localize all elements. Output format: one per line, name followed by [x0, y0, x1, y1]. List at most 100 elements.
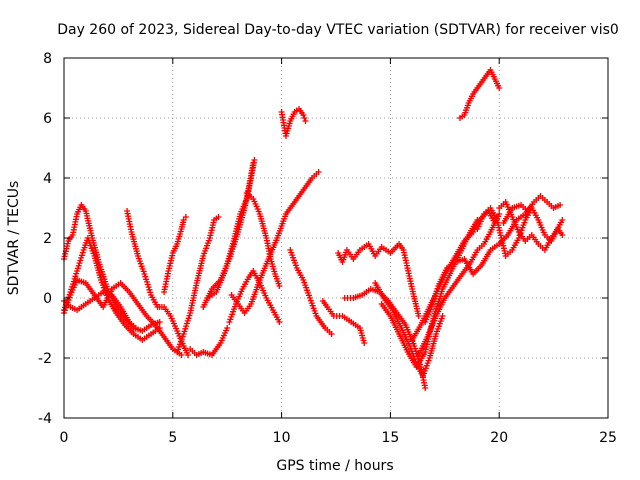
data-point-run — [544, 199, 555, 209]
data-point-run — [248, 279, 262, 307]
data-point-run — [461, 230, 475, 244]
data-point-run — [95, 259, 110, 290]
data-point-run — [187, 282, 200, 316]
data-point-run — [491, 76, 503, 91]
data-point-run — [117, 304, 131, 323]
y-tick-label: 4 — [43, 171, 52, 187]
data-point-run — [470, 263, 484, 277]
data-point-run — [154, 304, 165, 310]
data-point-run — [239, 276, 251, 292]
data-point-run — [300, 277, 312, 299]
data-point-run — [528, 205, 541, 221]
data-point-run — [108, 292, 123, 308]
data-point-run — [108, 281, 122, 292]
data-point-run — [407, 343, 419, 365]
data-point-run — [126, 289, 140, 305]
data-point-run — [555, 226, 566, 238]
series-layer — [61, 67, 566, 391]
data-point-run — [300, 112, 309, 124]
data-point-run — [439, 270, 454, 292]
data-point-run — [531, 195, 542, 205]
data-point-run — [500, 207, 514, 226]
data-point-run — [356, 325, 368, 346]
data-point-run — [82, 280, 96, 296]
data-point-run — [67, 279, 79, 298]
data-point-run — [409, 324, 423, 343]
data-point-run — [180, 312, 193, 337]
data-point-run — [169, 243, 180, 256]
data-point-run — [474, 213, 486, 232]
data-point-run — [356, 242, 370, 253]
y-axis-label: SDTVAR / TECUs — [6, 181, 22, 296]
data-point-run — [389, 307, 404, 329]
data-point-run — [322, 325, 335, 337]
data-point-run — [380, 295, 395, 311]
data-point-run — [509, 237, 521, 253]
tick-layer: 0 5 10 15 20 25 -4 -2 0 2 4 6 8 — [38, 51, 617, 446]
data-point-run — [522, 234, 533, 244]
data-point-run — [237, 198, 249, 217]
data-point-run — [450, 273, 464, 289]
data-point-run — [487, 205, 499, 221]
data-point-run — [343, 247, 355, 260]
data-point-run — [509, 214, 521, 233]
data-point-run — [400, 247, 415, 290]
data-point-run — [470, 87, 479, 97]
data-point-run — [426, 333, 439, 361]
data-point-run — [180, 214, 189, 223]
series-track-14 — [278, 106, 309, 139]
series-track-20 — [378, 217, 481, 370]
data-point-run — [287, 111, 297, 124]
data-point-run — [378, 301, 392, 317]
data-point-run — [287, 247, 299, 269]
data-point-run — [350, 292, 363, 301]
data-point-run — [541, 232, 553, 242]
data-point-run — [348, 319, 361, 330]
data-point-run — [91, 290, 104, 301]
x-tick-label: 5 — [168, 430, 177, 446]
series-track-27 — [500, 193, 564, 226]
data-point-run — [541, 237, 554, 253]
data-point-run — [398, 325, 412, 347]
series-track-24 — [457, 67, 503, 121]
data-point-run — [152, 322, 166, 338]
data-point-run — [467, 249, 480, 265]
data-point-run — [128, 229, 141, 257]
data-point-run — [126, 319, 139, 331]
data-point-run — [91, 253, 104, 281]
data-point-run — [396, 331, 410, 353]
data-point-run — [293, 265, 306, 281]
data-point-run — [433, 313, 446, 337]
data-point-run — [291, 189, 305, 205]
series-track-21 — [409, 208, 498, 343]
data-point-run — [193, 350, 205, 358]
data-point-run — [435, 267, 449, 289]
series-track-7 — [174, 214, 222, 355]
data-point-run — [535, 241, 546, 251]
data-point-run — [161, 304, 172, 317]
data-point-run — [200, 237, 212, 259]
x-axis-label: GPS time / hours — [276, 458, 393, 474]
data-point-run — [420, 357, 432, 379]
data-point-run — [187, 346, 198, 356]
series-track-17 — [335, 241, 422, 319]
data-point-run — [135, 301, 149, 317]
data-point-run — [209, 342, 223, 358]
y-tick-label: 0 — [43, 291, 52, 307]
data-point-run — [204, 290, 218, 301]
data-point-run — [478, 249, 493, 268]
y-tick-label: 6 — [43, 111, 52, 127]
data-point-run — [193, 255, 206, 286]
data-point-run — [174, 228, 184, 247]
data-point-run — [180, 343, 191, 358]
data-point-run — [61, 240, 71, 262]
data-point-run — [250, 196, 262, 215]
data-point-run — [409, 286, 422, 319]
chart-title: Day 260 of 2023, Sidereal Day-to-day VTE… — [57, 22, 619, 38]
data-point-run — [135, 253, 147, 275]
data-point-run — [283, 120, 293, 139]
data-point-run — [330, 313, 343, 319]
data-point-run — [339, 313, 353, 324]
data-point-run — [235, 207, 247, 235]
data-point-run — [478, 75, 488, 85]
